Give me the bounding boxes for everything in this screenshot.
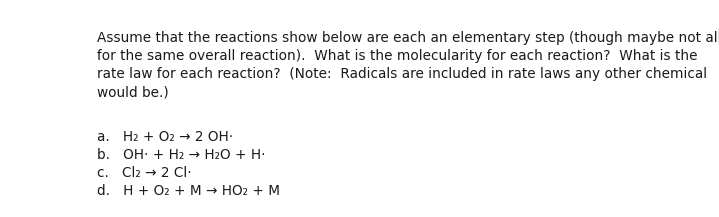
Text: a.   H₂ + O₂ → 2 OH·
b.   OH· + H₂ → H₂O + H·
c.   Cl₂ → 2 Cl·
d.   H + O₂ + M →: a. H₂ + O₂ → 2 OH· b. OH· + H₂ → H₂O + H… [96, 130, 280, 198]
Text: Assume that the reactions show below are each an elementary step (though maybe n: Assume that the reactions show below are… [96, 31, 719, 100]
